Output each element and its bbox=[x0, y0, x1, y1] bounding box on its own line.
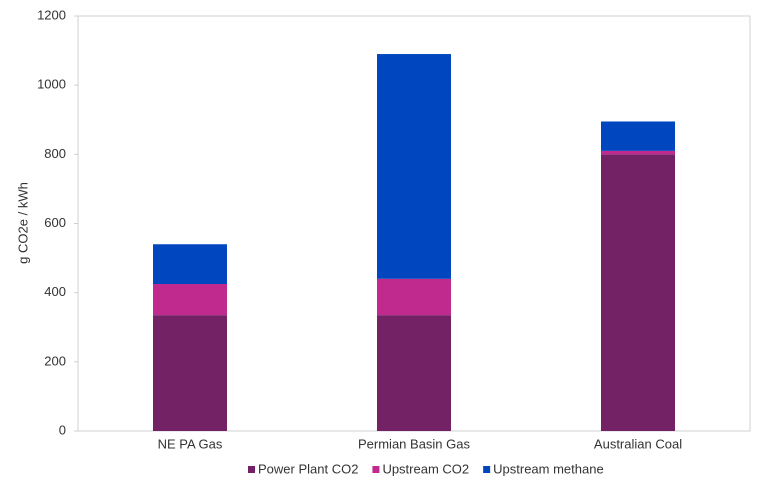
x-tick-label: NE PA Gas bbox=[158, 436, 223, 451]
bar-segment bbox=[601, 121, 675, 151]
bar-segment bbox=[601, 150, 675, 155]
x-tick-label: Permian Basin Gas bbox=[358, 436, 470, 451]
bar-segment bbox=[153, 284, 227, 316]
legend-swatch bbox=[372, 466, 380, 473]
legend-swatch bbox=[483, 466, 491, 473]
bar-segment bbox=[377, 315, 451, 431]
legend-label: Upstream methane bbox=[493, 461, 604, 476]
legend-swatch bbox=[248, 466, 255, 473]
bar-segment bbox=[153, 244, 227, 285]
bar-segment bbox=[153, 315, 227, 431]
y-tick-label: 200 bbox=[44, 353, 66, 368]
bar-segment bbox=[377, 54, 451, 279]
legend-label: Power Plant CO2 bbox=[258, 461, 358, 476]
y-tick-label: 400 bbox=[44, 284, 66, 299]
y-tick-label: 1200 bbox=[37, 7, 66, 22]
bar-segment bbox=[601, 154, 675, 432]
y-tick-label: 800 bbox=[44, 146, 66, 161]
y-tick-label: 1000 bbox=[37, 77, 66, 92]
y-axis-label: g CO2e / kWh bbox=[15, 182, 30, 264]
bar-segment bbox=[377, 278, 451, 316]
legend-label: Upstream CO2 bbox=[382, 461, 469, 476]
y-tick-label: 0 bbox=[59, 422, 66, 437]
y-tick-label: 600 bbox=[44, 215, 66, 230]
x-tick-label: Australian Coal bbox=[594, 436, 682, 451]
